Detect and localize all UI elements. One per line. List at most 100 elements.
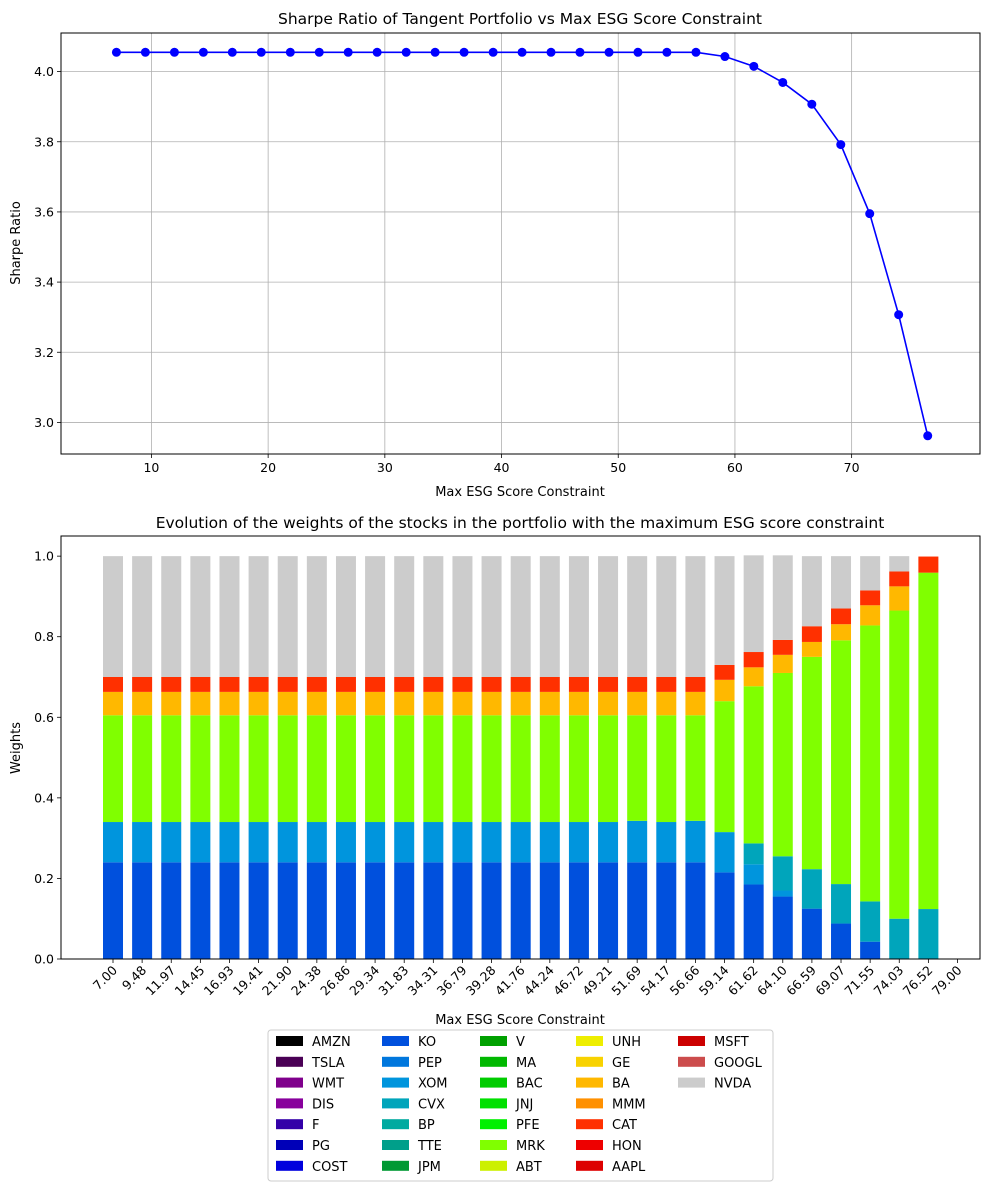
legend-swatch-googl <box>678 1056 705 1067</box>
bar-segment-nvda <box>627 556 648 677</box>
bar-segment-cat <box>918 556 939 573</box>
bar-segment-mrk <box>248 715 269 823</box>
bar-segment-ko <box>394 862 415 959</box>
sharpe-point <box>749 61 759 71</box>
x-tick-label: 41.76 <box>492 962 528 998</box>
sharpe-point <box>546 47 556 57</box>
legend-label-bp: BP <box>418 1118 435 1133</box>
sharpe-point <box>865 209 875 219</box>
bar-segment-ba <box>598 691 619 716</box>
y-tick-label: 3.8 <box>34 134 54 149</box>
legend-swatch-tsla <box>276 1056 303 1067</box>
legend-label-wmt: WMT <box>312 1077 344 1092</box>
bar-segment-xom <box>481 822 502 863</box>
bar-segment-mrk <box>539 715 560 823</box>
bar-segment-mrk <box>190 715 211 823</box>
bar-segment-mrk <box>627 715 648 821</box>
bar-segment-ba <box>889 586 910 611</box>
x-tick-label: 74.03 <box>870 963 906 999</box>
legend-swatch-amzn <box>276 1036 303 1046</box>
y-tick-label: 0.4 <box>34 790 54 805</box>
legend-label-ko: KO <box>418 1035 436 1050</box>
bar-segment-ko <box>161 862 182 959</box>
bar-segment-cat <box>365 677 386 692</box>
bar-segment-cat <box>452 677 473 692</box>
bar-segment-ko <box>831 923 852 959</box>
x-tick-label: 36.79 <box>434 962 470 998</box>
legend-label-cat: CAT <box>612 1118 637 1133</box>
weights-chart-title: Evolution of the weights of the stocks i… <box>156 514 885 532</box>
legend-swatch-cvx <box>382 1098 409 1109</box>
sharpe-point <box>314 47 324 57</box>
x-tick-label: 31.83 <box>375 963 411 999</box>
x-tick-label: 16.93 <box>201 963 237 999</box>
sharpe-point <box>111 47 121 57</box>
weights-chart-xlabel: Max ESG Score Constraint <box>435 1013 605 1028</box>
sharpe-line <box>116 51 929 436</box>
legend-label-bac: BAC <box>516 1077 543 1092</box>
x-tick-label: 34.31 <box>405 963 441 999</box>
legend-label-jnj: JNJ <box>515 1097 533 1112</box>
sharpe-point <box>836 140 846 150</box>
legend-swatch-hon <box>576 1140 603 1150</box>
bar-segment-xom <box>772 890 793 897</box>
x-tick-label: 40 <box>494 460 510 475</box>
x-tick-label: 20 <box>260 460 276 475</box>
sharpe-point <box>662 47 672 57</box>
legend-label-hon: HON <box>612 1139 642 1154</box>
x-tick-label: 30 <box>377 460 393 475</box>
x-tick-label: 21.90 <box>259 962 295 998</box>
bar-segment-ko <box>219 862 240 959</box>
legend-label-amzn: AMZN <box>312 1035 351 1050</box>
x-tick-label: 14.45 <box>172 963 208 999</box>
x-tick-label: 19.41 <box>230 963 266 999</box>
legend-swatch-ge <box>576 1056 603 1067</box>
bar-segment-nvda <box>394 556 415 677</box>
legend-label-ba: BA <box>612 1077 630 1092</box>
y-tick-label: 4.0 <box>34 64 54 79</box>
bar-segment-ko <box>743 884 764 959</box>
bar-segment-ba <box>539 691 560 716</box>
bar-segment-xom <box>219 822 240 863</box>
bar-segment-cat <box>714 664 735 680</box>
bar-segment-cat <box>190 677 211 692</box>
bar-segment-cat <box>598 677 619 692</box>
legend-swatch-ko <box>382 1036 409 1046</box>
legend-label-unh: UNH <box>612 1035 641 1050</box>
bar-segment-cat <box>860 590 881 606</box>
bar-segment-mrk <box>656 715 677 823</box>
bar-segment-ko <box>103 862 123 959</box>
bar-segment-cat <box>801 626 822 642</box>
bar-segment-ba <box>394 691 415 716</box>
sharpe-chart-title: Sharpe Ratio of Tangent Portfolio vs Max… <box>278 10 762 28</box>
y-tick-label: 0.0 <box>34 952 54 967</box>
legend-swatch-tte <box>382 1140 409 1150</box>
bar-segment-xom <box>248 822 269 863</box>
x-tick-label: 56.66 <box>667 962 703 998</box>
bar-segment-cat <box>161 677 182 692</box>
bar-segment-ko <box>539 862 560 959</box>
bar-segment-cvx <box>860 901 881 942</box>
bar-segment-cvx <box>831 884 852 924</box>
bar-segment-cat <box>132 677 153 692</box>
bar-segment-nvda <box>103 556 123 677</box>
bar-segment-ko <box>423 862 444 959</box>
x-tick-label: 71.55 <box>841 963 877 999</box>
sharpe-chart-ticks: 10 20 30 40 50 60 70 3.0 3.2 3.4 3.6 3.8 4.0 <box>34 64 860 475</box>
bar-segment-nvda <box>132 556 153 677</box>
legend-label-msft: MSFT <box>714 1035 749 1050</box>
y-tick-label: 3.4 <box>34 275 54 290</box>
x-tick-label: 29.34 <box>346 962 382 998</box>
bar-segment-nvda <box>510 556 531 677</box>
sharpe-point <box>198 47 208 57</box>
sharpe-point <box>923 431 933 441</box>
legend-swatch-pg <box>276 1140 303 1150</box>
bar-segment-cvx <box>772 856 793 891</box>
bar-segment-cat <box>306 677 327 692</box>
weights-chart-ylabel: Weights <box>9 722 24 774</box>
bar-segment-xom <box>598 822 619 863</box>
bar-segment-mrk <box>277 715 298 823</box>
x-tick-label: 50 <box>610 460 626 475</box>
legend-swatch-msft <box>678 1036 705 1046</box>
weights-chart: Evolution of the weights of the stocks i… <box>9 514 981 1182</box>
